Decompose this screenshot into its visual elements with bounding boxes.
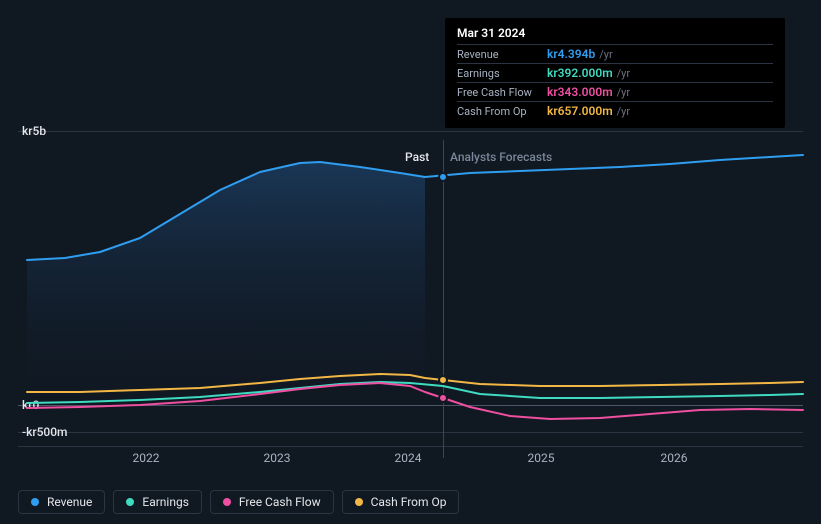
chart-tooltip: Mar 31 2024 Revenue kr4.394b /yr Earning… (445, 18, 785, 128)
past-area-fill (27, 162, 425, 405)
marker-free-cash-flow (438, 393, 448, 403)
tooltip-row-cash: Cash From Op kr657.000m /yr (457, 101, 773, 120)
tooltip-value: kr657.000m (547, 104, 613, 118)
tooltip-row-fcf: Free Cash Flow kr343.000m /yr (457, 82, 773, 101)
legend-dot-icon (223, 498, 231, 506)
x-tick-label: 2026 (661, 451, 688, 465)
legend-label: Earnings (142, 495, 189, 509)
earnings-revenue-chart: kr5b kr0 -kr500m Past Analysts Forecasts… (0, 0, 821, 524)
tooltip-date: Mar 31 2024 (457, 26, 773, 40)
legend-label: Free Cash Flow (239, 495, 321, 509)
tooltip-value: kr4.394b (547, 47, 595, 61)
legend-item-cash-from-op[interactable]: Cash From Op (342, 490, 460, 514)
legend-dot-icon (355, 498, 363, 506)
legend-item-revenue[interactable]: Revenue (18, 490, 105, 514)
legend-dot-icon (31, 498, 39, 506)
tooltip-unit: /yr (617, 105, 630, 118)
legend-label: Cash From Op (371, 495, 447, 509)
marker-cash-from-op (438, 375, 448, 385)
tooltip-label: Cash From Op (457, 105, 547, 118)
marker-revenue (438, 172, 448, 182)
tooltip-label: Earnings (457, 67, 547, 80)
x-tick-label: 2024 (395, 451, 422, 465)
x-tick-label: 2022 (133, 451, 160, 465)
tooltip-row-earnings: Earnings kr392.000m /yr (457, 63, 773, 82)
tooltip-label: Revenue (457, 48, 547, 61)
tooltip-unit: /yr (599, 48, 612, 61)
tooltip-value: kr392.000m (547, 66, 613, 80)
tooltip-unit: /yr (617, 86, 630, 99)
legend-dot-icon (126, 498, 134, 506)
legend-label: Revenue (47, 495, 92, 509)
chart-legend: Revenue Earnings Free Cash Flow Cash Fro… (18, 490, 459, 514)
x-tick-label: 2023 (264, 451, 291, 465)
x-tick-label: 2025 (528, 451, 555, 465)
tooltip-row-revenue: Revenue kr4.394b /yr (457, 44, 773, 63)
legend-item-free-cash-flow[interactable]: Free Cash Flow (210, 490, 334, 514)
tooltip-label: Free Cash Flow (457, 86, 547, 99)
tooltip-unit: /yr (617, 67, 630, 80)
legend-item-earnings[interactable]: Earnings (113, 490, 202, 514)
tooltip-value: kr343.000m (547, 85, 613, 99)
